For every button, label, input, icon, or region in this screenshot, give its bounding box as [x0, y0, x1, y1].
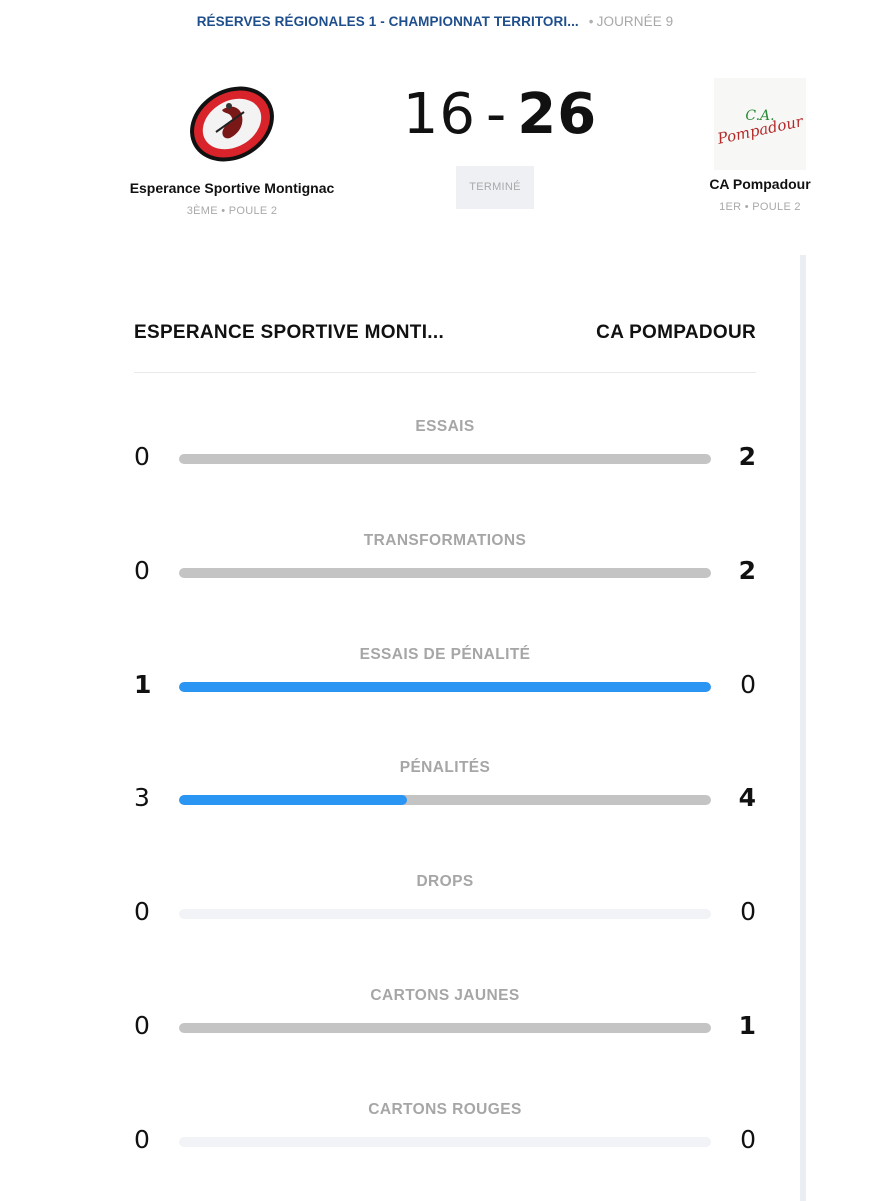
score: 16-26 [380, 82, 620, 147]
stats-header: ESPERANCE SPORTIVE MONTI... CA POMPADOUR [134, 322, 756, 350]
match-status-badge: TERMINÉ [456, 166, 534, 209]
stat-label: TRANSFORMATIONS [363, 532, 527, 549]
stat-row: ESSAIS 0 2 [134, 418, 756, 488]
stats-header-home: ESPERANCE SPORTIVE MONTI... [134, 322, 445, 343]
stat-bar [179, 795, 711, 805]
stat-away-value: 4 [738, 783, 756, 812]
stat-bar-home-fill [179, 682, 711, 692]
away-logo-text-1: C.A. [745, 107, 775, 124]
away-team-ranking: 1ER • POULE 2 [719, 201, 801, 213]
stat-row: CARTONS ROUGES 0 0 [134, 1101, 756, 1171]
stat-label: CARTONS JAUNES [370, 987, 520, 1004]
competition-line: RÉSERVES RÉGIONALES 1 - CHAMPIONNAT TERR… [0, 14, 870, 29]
stat-row: CARTONS JAUNES 0 1 [134, 987, 756, 1057]
divider [134, 372, 756, 373]
scrollbar[interactable] [800, 255, 806, 1201]
stat-away-value: 0 [740, 1125, 756, 1154]
stat-row: TRANSFORMATIONS 0 2 [134, 532, 756, 602]
stat-label: PÉNALITÉS [399, 759, 491, 776]
stat-home-value: 3 [134, 783, 150, 812]
home-score: 16 [402, 82, 477, 147]
stat-home-value: 0 [134, 1125, 150, 1154]
stats-header-away: CA POMPADOUR [596, 322, 756, 343]
stat-bar [179, 909, 711, 919]
stat-bar [179, 568, 711, 578]
stat-home-value: 0 [134, 556, 150, 585]
stat-bar [179, 682, 711, 692]
score-separator: - [486, 82, 508, 147]
stat-bar-home-fill [179, 795, 407, 805]
home-team-ranking: 3ÈME • POULE 2 [186, 205, 278, 217]
home-team-name: Esperance Sportive Montignac [129, 180, 335, 196]
away-team-logo-icon: C.A. Pompadour [714, 78, 806, 170]
stat-row: DROPS 0 0 [134, 873, 756, 943]
away-team-name: CA Pompadour [709, 176, 811, 192]
stat-label: CARTONS ROUGES [368, 1101, 522, 1118]
away-team[interactable]: C.A. Pompadour CA Pompadour 1ER • POULE … [690, 74, 830, 213]
stat-bar [179, 454, 711, 464]
stat-row: PÉNALITÉS 3 4 [134, 759, 756, 829]
round-label: JOURNÉE 9 [596, 14, 674, 29]
competition-link[interactable]: RÉSERVES RÉGIONALES 1 - CHAMPIONNAT TERR… [196, 14, 579, 29]
stat-away-value: 2 [738, 556, 756, 585]
stat-home-value: 0 [134, 897, 150, 926]
home-team-crest-icon [190, 86, 274, 162]
stat-bar [179, 1137, 711, 1147]
stat-home-value: 0 [134, 442, 150, 471]
home-team[interactable]: Esperance Sportive Montignac 3ÈME • POUL… [112, 74, 352, 217]
stat-row: ESSAIS DE PÉNALITÉ 1 0 [134, 646, 756, 716]
stat-bar [179, 1023, 711, 1033]
stat-label: ESSAIS DE PÉNALITÉ [359, 646, 531, 663]
stat-label: DROPS [416, 873, 474, 890]
competition-separator: • [588, 14, 594, 29]
stat-home-value: 1 [134, 670, 152, 699]
stat-label: ESSAIS [415, 418, 475, 435]
stat-home-value: 0 [134, 1011, 150, 1040]
away-score: 26 [517, 82, 598, 147]
stat-away-value: 0 [740, 897, 756, 926]
stat-away-value: 0 [740, 670, 756, 699]
stat-away-value: 2 [738, 442, 756, 471]
stat-away-value: 1 [738, 1011, 756, 1040]
